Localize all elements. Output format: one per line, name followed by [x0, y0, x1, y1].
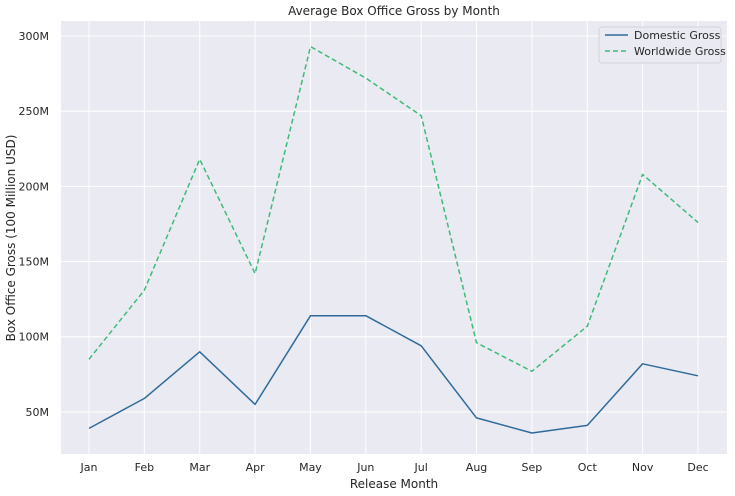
grid-lines [61, 21, 727, 454]
x-tick-label: Oct [578, 461, 598, 474]
y-tick-label: 200M [19, 180, 50, 193]
x-tick-label: Mar [189, 461, 210, 474]
y-axis-title: Box Office Gross (100 Million USD) [4, 135, 18, 342]
y-tick-label: 50M [26, 406, 50, 419]
y-tick-label: 300M [19, 30, 50, 43]
y-tick-label: 250M [19, 105, 50, 118]
plot-area [61, 21, 727, 454]
legend-domestic-label: Domestic Gross [634, 29, 721, 42]
x-tick-label: Apr [246, 461, 266, 474]
y-tick-label: 150M [19, 256, 50, 269]
legend-worldwide-label: Worldwide Gross [634, 45, 726, 58]
x-tick-label: Feb [135, 461, 154, 474]
x-tick-label: Dec [687, 461, 708, 474]
x-tick-label: Jun [356, 461, 374, 474]
x-tick-label: Jan [80, 461, 98, 474]
y-tick-label: 100M [19, 331, 50, 344]
chart-title: Average Box Office Gross by Month [288, 4, 500, 18]
legend-box [598, 26, 722, 64]
x-tick-label: Nov [632, 461, 654, 474]
legend: Domestic Gross Worldwide Gross [598, 26, 726, 64]
x-tick-label: Jul [414, 461, 428, 474]
x-tick-label: May [299, 461, 322, 474]
y-tick-labels: 50M 100M 150M 200M 250M 300M [19, 30, 50, 419]
worldwide-gross-line [88, 45, 699, 373]
domestic-gross-line [88, 314, 699, 434]
x-tick-label: Aug [466, 461, 487, 474]
series-layer [88, 45, 699, 434]
x-tick-labels: Jan Feb Mar Apr May Jun Jul Aug Sep Oct Nov Dec [80, 461, 709, 474]
x-tick-label: Sep [522, 461, 543, 474]
x-axis-title: Release Month [350, 477, 438, 491]
